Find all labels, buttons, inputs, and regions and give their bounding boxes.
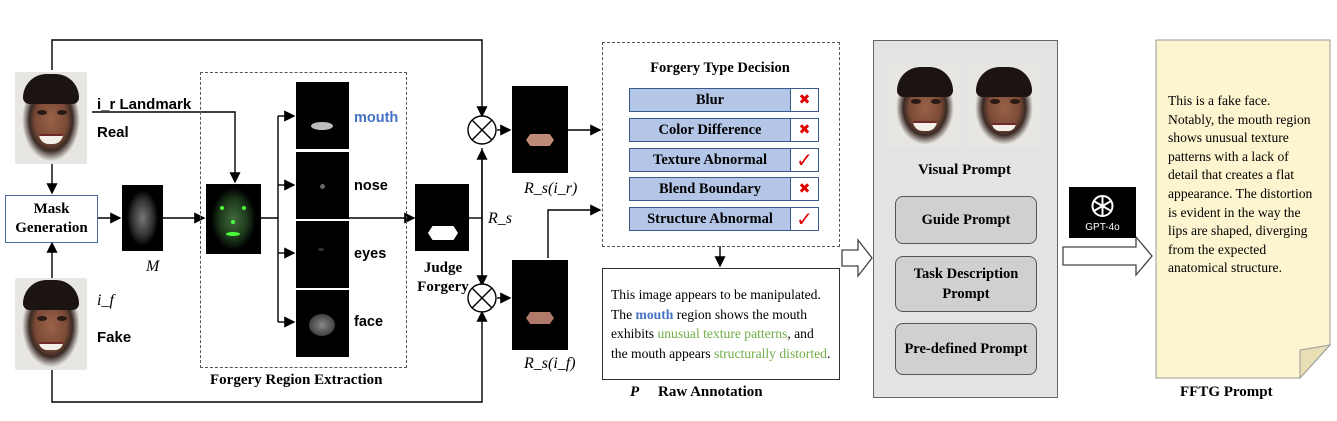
mask-generation-box: Mask Generation [5, 195, 98, 243]
check-icon: ✓ [791, 207, 818, 231]
mouth-region-image [296, 82, 349, 149]
region-label-mouth: mouth [354, 110, 399, 126]
task-description-prompt: Task Description Prompt [895, 256, 1037, 312]
face-region-image [296, 290, 349, 357]
openai-logo-icon [1091, 195, 1114, 217]
raw-annotation-label: Raw Annotation [658, 384, 763, 400]
raw-annotation-line-1: This image appears to be manipulated. [611, 287, 821, 302]
nose-region-image [296, 152, 349, 219]
forgery-type-label: Blur [630, 89, 791, 111]
gpt-4o-box: GPT-4o [1069, 187, 1136, 238]
real-face-image [15, 72, 87, 164]
real-label: Real [97, 124, 129, 141]
raw-annotation-line-3: exhibits unusual texture patterns, and [611, 326, 814, 341]
rs-if-label: R_s(i_f) [524, 355, 576, 372]
landmark-label: i_r Landmark [97, 96, 192, 113]
rs-if-image [512, 260, 568, 350]
raw-annotation-box: This image appears to be manipulated. Th… [602, 268, 840, 380]
forgery-type-label: Color Difference [630, 119, 791, 141]
if-label: i_f [97, 292, 114, 309]
forgery-type-blend-boundary: Blend Boundary ✖ [629, 177, 819, 201]
raw-annotation-line-4: the mouth appears structurally distorted… [611, 345, 831, 361]
forgery-type-label: Structure Abnormal [630, 208, 791, 230]
rs-label: R_s [488, 210, 512, 227]
raw-annotation-line-2: The mouth region shows the mouth [611, 306, 807, 322]
fftg-prompt-label: FFTG Prompt [1180, 384, 1273, 400]
fake-face-image [15, 278, 87, 370]
eyes-region-image [296, 221, 349, 288]
p-label: P [630, 384, 640, 400]
cross-icon: ✖ [791, 89, 818, 111]
region-label-eyes: eyes [354, 246, 387, 262]
forgery-type-structure-abnormal: Structure Abnormal ✓ [629, 207, 819, 231]
fake-label: Fake [97, 329, 132, 346]
fftg-prompt-text: This is a fake face. Notably, the mouth … [1168, 93, 1313, 276]
mask-image [122, 185, 163, 251]
rs-ir-image [512, 86, 568, 173]
forgery-region-extraction-box [200, 72, 407, 368]
gpt-4o-label: GPT-4o [1085, 222, 1120, 233]
visual-prompt-label: Visual Prompt [918, 162, 1011, 178]
forgery-type-decision-title: Forgery Type Decision [650, 60, 790, 76]
visual-prompt-real-image [889, 65, 961, 147]
forgery-type-blur: Blur ✖ [629, 88, 819, 112]
visual-prompt-fake-image [968, 65, 1040, 147]
forgery-type-decision-box [602, 42, 840, 247]
cross-icon: ✖ [791, 178, 818, 200]
region-label-nose: nose [354, 178, 388, 194]
forgery-region-extraction-label: Forgery Region Extraction [210, 372, 383, 388]
forgery-type-label: Texture Abnormal [630, 149, 791, 171]
rs-ir-label: R_s(i_r) [524, 180, 578, 197]
cross-icon: ✖ [791, 119, 818, 141]
check-icon: ✓ [791, 148, 818, 172]
pre-defined-prompt: Pre-defined Prompt [895, 323, 1037, 375]
forgery-type-texture-abnormal: Texture Abnormal ✓ [629, 148, 819, 172]
region-label-face: face [354, 314, 384, 330]
forgery-type-color-difference: Color Difference ✖ [629, 118, 819, 142]
forgery-type-label: Blend Boundary [630, 178, 791, 200]
landmark-image [206, 184, 261, 254]
judge-forgery-image [415, 184, 469, 251]
judge-forgery-label: Judge Forgery [417, 260, 469, 295]
mask-label: M [146, 258, 160, 275]
guide-prompt: Guide Prompt [895, 196, 1037, 244]
